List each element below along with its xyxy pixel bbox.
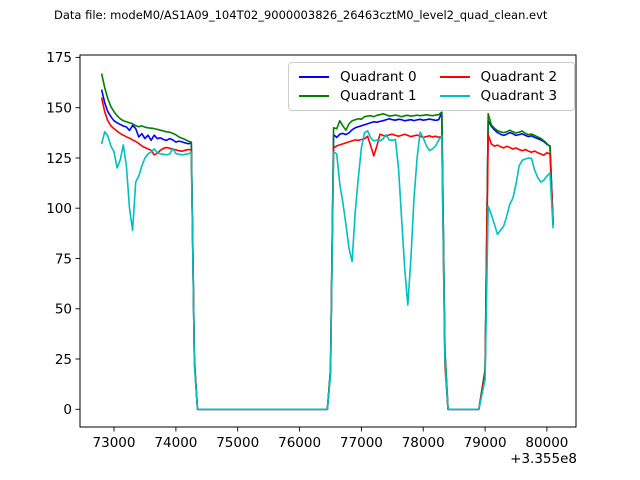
series-line-quadrant-2 <box>100 97 554 411</box>
legend-label-quadrant-3: Quadrant 3 <box>480 88 558 105</box>
x-tick-label: 76000 <box>278 435 321 451</box>
legend-item-quadrant-1: Quadrant 1 <box>299 87 424 107</box>
plot-frame <box>79 54 577 428</box>
y-tick-label: 25 <box>55 352 72 368</box>
legend-item-quadrant-3: Quadrant 3 <box>439 87 565 107</box>
y-tick-label: 125 <box>46 151 72 167</box>
y-tick-label: 75 <box>55 251 72 267</box>
x-tick-label: 73000 <box>93 435 136 451</box>
x-tick-label: 75000 <box>216 435 259 451</box>
figure-title: Data file: modeM0/AS1A09_104T02_90000038… <box>54 8 548 22</box>
legend-label-quadrant-1: Quadrant 1 <box>340 88 417 105</box>
legend-line-swatch-quadrant-3 <box>439 95 470 98</box>
legend-item-quadrant-2: Quadrant 2 <box>439 67 565 87</box>
legend-line-swatch-quadrant-1 <box>299 95 329 98</box>
y-tick-label: 50 <box>55 302 72 318</box>
legend-item-quadrant-0: Quadrant 0 <box>299 67 424 87</box>
y-tick-label: 175 <box>46 50 72 66</box>
x-axis-offset-label: +3.355e8 <box>510 451 577 467</box>
series-line-quadrant-0 <box>100 89 554 411</box>
legend-line-swatch-quadrant-0 <box>299 75 329 78</box>
series-line-quadrant-1 <box>100 73 554 411</box>
legend-line-swatch-quadrant-2 <box>439 75 470 78</box>
x-tick-label: 79000 <box>464 435 507 451</box>
y-tick-label: 150 <box>46 101 72 117</box>
y-tick-label: 0 <box>63 402 72 418</box>
series-line-quadrant-3 <box>100 130 554 411</box>
legend: Quadrant 0 Quadrant 1 Quadrant 2 Quadrant 3 <box>288 62 575 111</box>
y-tick-label: 100 <box>46 201 72 217</box>
x-tick-label: 74000 <box>154 435 197 451</box>
x-tick-label: 80000 <box>525 435 568 451</box>
x-tick-label: 77000 <box>340 435 383 451</box>
legend-label-quadrant-0: Quadrant 0 <box>340 68 417 85</box>
x-tick-label: 78000 <box>402 435 445 451</box>
legend-label-quadrant-2: Quadrant 2 <box>480 68 558 85</box>
